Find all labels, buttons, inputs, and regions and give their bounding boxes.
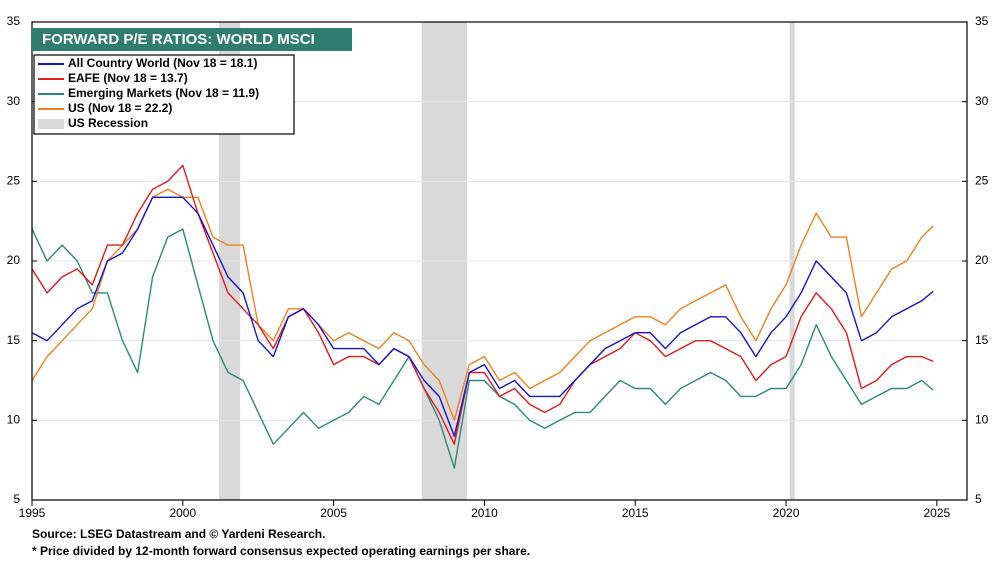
y2-tick-label: 15 [975,333,989,347]
series-line [31,164,934,445]
y-tick-label: 5 [13,492,20,506]
x-tick-label: 1995 [19,506,46,520]
legend-box [33,54,295,135]
title-box [32,28,352,51]
x-tick-label: 2015 [622,506,649,520]
legend-label: Emerging Markets (Nov 18 = 11.9) [68,86,259,100]
chart-title: FORWARD P/E RATIOS: WORLD MSCI [42,31,315,48]
legend-swatch [38,119,64,129]
x-tick-label: 2020 [773,506,800,520]
x-tick-label: 2000 [169,506,196,520]
legend: All Country World (Nov 18 = 18.1)EAFE (N… [33,54,295,135]
y-tick-label: 20 [7,253,21,267]
y-tick-label: 15 [7,333,21,347]
x-tick-label: 2010 [471,506,498,520]
series-line [31,188,934,421]
source: Source: LSEG Datastream and © Yardeni Re… [32,527,325,541]
y-tick-label: 10 [7,413,21,427]
y2-tick-label: 10 [975,413,989,427]
y2-tick-label: 30 [975,94,989,108]
y-tick-label: 25 [7,174,21,188]
y2-tick-label: 20 [975,253,989,267]
x-tick-label: 2025 [923,506,950,520]
legend-label: US (Nov 18 = 22.2) [68,101,172,115]
legend-label: All Country World (Nov 18 = 18.1) [68,56,257,70]
legend-label: EAFE (Nov 18 = 13.7) [68,71,188,85]
x-tick-label: 2005 [320,506,347,520]
note: * Price divided by 12-month forward cons… [32,544,530,558]
y-tick-label: 30 [7,94,21,108]
y2-tick-label: 5 [975,492,982,506]
plot-frame [31,21,968,501]
y2-tick-label: 35 [975,14,989,28]
y2-tick-label: 25 [975,174,989,188]
series-line [31,196,934,437]
legend-label: US Recession [68,116,148,130]
y-tick-label: 35 [7,14,21,28]
series-line [31,228,934,469]
